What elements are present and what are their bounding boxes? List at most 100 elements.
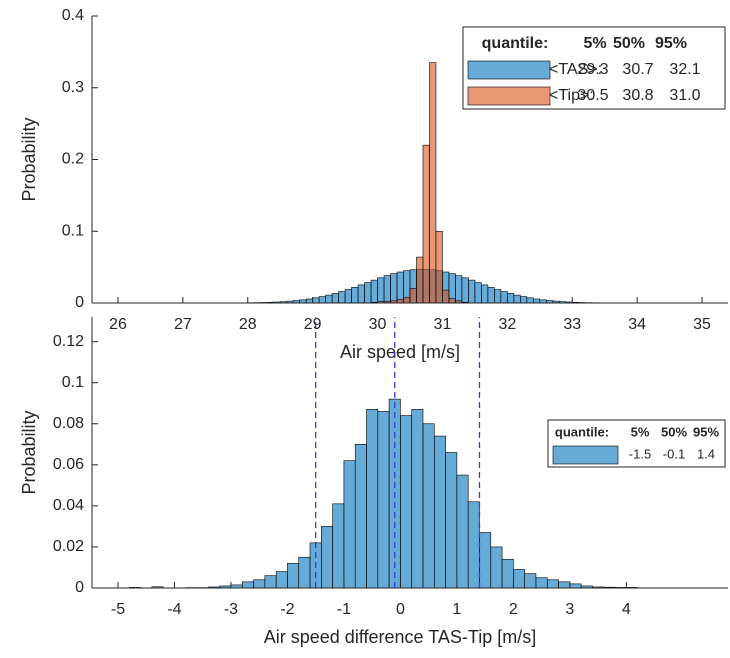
bar [370, 279, 378, 304]
legend-header: quantile: [482, 35, 549, 52]
y-axis-label: Probability [19, 117, 39, 201]
bar [409, 288, 417, 304]
y-tick-label: 0.1 [62, 374, 84, 391]
bar [535, 577, 548, 589]
legend-swatch [552, 445, 619, 465]
x-tick-label: 28 [239, 316, 257, 333]
bar [422, 423, 435, 589]
x-tick-label: -2 [280, 601, 294, 618]
x-axis-label: Air speed [m/s] [340, 342, 460, 362]
legend-header: 5% [631, 424, 650, 439]
bar [357, 284, 365, 304]
legend-name: <Tip>: [549, 87, 594, 104]
bar [490, 546, 503, 589]
bar [429, 62, 437, 304]
bar [468, 279, 476, 304]
bar [479, 532, 492, 589]
legend-quantile: 30.8 [622, 87, 653, 104]
legend-quantile: 32.1 [669, 61, 700, 78]
legend-quantile: -0.1 [663, 446, 685, 461]
x-tick-label: 29 [304, 316, 322, 333]
y-tick-label: 0.4 [62, 7, 84, 24]
bar [298, 556, 311, 589]
bar [411, 409, 424, 589]
x-tick-label: 34 [628, 316, 646, 333]
y-tick-label: 0.04 [53, 497, 84, 514]
legend: quantile: 5% 50% 95% -1.5 -0.1 1.4 [547, 419, 726, 468]
legend-quantile: 31.0 [669, 87, 700, 104]
bar [533, 298, 541, 304]
bar [403, 296, 411, 304]
bar [383, 275, 391, 304]
bar [275, 571, 288, 589]
bar [520, 296, 528, 304]
bar [433, 435, 446, 589]
y-tick-label: 0.08 [53, 415, 84, 432]
legend-quantile: 30.7 [622, 61, 653, 78]
bar [524, 573, 537, 589]
x-tick-label: 35 [693, 316, 711, 333]
x-tick-label: 27 [174, 316, 192, 333]
bar [344, 289, 352, 304]
bar [442, 289, 450, 304]
y-tick-label: 0.2 [62, 151, 84, 168]
bar [487, 286, 495, 304]
bar [422, 144, 430, 304]
bar [461, 277, 469, 304]
y-tick-label: 0 [75, 579, 84, 596]
y-axis-label: Probability [19, 410, 39, 494]
legend-header: 5% [583, 35, 606, 52]
legend-header: 95% [655, 35, 687, 52]
axes: 00.020.040.060.080.10.12-5 -4 -3 -2 -1 0 1 2 3 4A… [19, 317, 728, 647]
bar [241, 581, 254, 589]
bar [445, 452, 458, 589]
legend: quantile: 5% 50% 95% <TAS>:29.3 30.7 32.1 <Tip>… [462, 26, 726, 110]
x-tick-label: -1 [337, 601, 351, 618]
bar [546, 579, 559, 589]
legend-header: 50% [613, 35, 645, 52]
legend-header: 50% [661, 424, 687, 439]
x-tick-label: -5 [111, 601, 125, 618]
legend-quantile: 29.3 [577, 61, 608, 78]
bar [354, 443, 367, 589]
bar [377, 411, 390, 589]
x-tick-label: -4 [167, 601, 181, 618]
x-tick-label: 31 [434, 316, 452, 333]
x-tick-label: 0 [396, 601, 405, 618]
bar [396, 271, 404, 304]
bar [569, 583, 582, 589]
y-tick-label: 0.1 [62, 222, 84, 239]
legend-quantile: 1.4 [697, 446, 715, 461]
bar [338, 291, 346, 304]
bar [448, 298, 456, 304]
y-tick-label: 0.06 [53, 456, 84, 473]
x-tick-label: 3 [565, 601, 574, 618]
bar [456, 474, 469, 589]
x-tick-label: 4 [622, 601, 631, 618]
legend-swatch [467, 86, 551, 106]
bar [253, 579, 266, 589]
x-axis-label: Air speed difference TAS-Tip [m/s] [264, 627, 536, 647]
bar [501, 558, 514, 589]
bar [435, 230, 443, 304]
bar [416, 256, 424, 304]
bar [332, 503, 345, 589]
y-tick-label: 0.3 [62, 79, 84, 96]
bar [455, 275, 463, 304]
bar [364, 282, 372, 304]
bar [287, 563, 300, 589]
bar [312, 297, 320, 304]
bar [366, 409, 379, 589]
bar [558, 581, 571, 589]
bar [467, 501, 480, 589]
legend-quantile: 30.5 [577, 87, 608, 104]
bar [264, 575, 277, 589]
bar [390, 273, 398, 304]
legend-swatch [467, 60, 551, 80]
x-tick-label: -3 [224, 601, 238, 618]
bar [396, 299, 404, 304]
x-tick-label: 26 [109, 316, 127, 333]
bar [474, 282, 482, 304]
axes: 0 0.1 0.2 0.3 0.4 26 27 28 29 30 31 32 33 34 35 Air spe… [19, 7, 728, 362]
